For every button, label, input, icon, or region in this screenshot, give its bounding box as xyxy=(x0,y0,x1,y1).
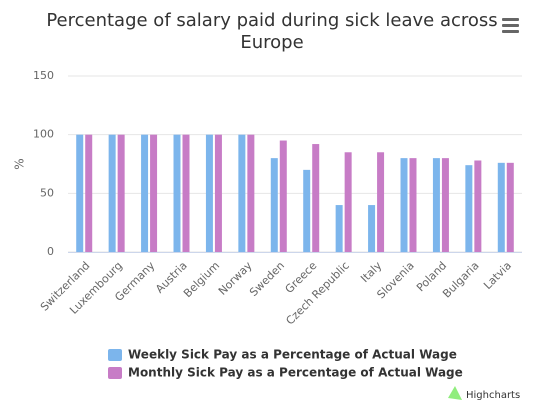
bar xyxy=(312,144,320,252)
bar xyxy=(368,205,376,252)
bar xyxy=(474,160,482,252)
bar xyxy=(279,140,287,252)
legend-symbol xyxy=(108,349,122,361)
bar xyxy=(303,169,311,252)
x-tick-label: Italy xyxy=(358,259,384,285)
bar xyxy=(141,134,149,252)
legend-item[interactable]: Monthly Sick Pay as a Percentage of Actu… xyxy=(108,366,463,380)
bar xyxy=(270,158,278,252)
bar xyxy=(85,134,93,252)
bar xyxy=(335,205,343,252)
legend-label: Monthly Sick Pay as a Percentage of Actu… xyxy=(128,366,463,380)
credits-logo xyxy=(448,386,462,400)
bar xyxy=(344,152,352,252)
credits[interactable]: Highcharts xyxy=(466,390,520,401)
bar xyxy=(182,134,190,252)
bar xyxy=(150,134,158,252)
x-tick-label: Latvia xyxy=(481,259,514,292)
bar xyxy=(205,134,213,252)
bar xyxy=(409,158,417,252)
bar xyxy=(214,134,222,252)
y-axis-title: % xyxy=(13,158,27,169)
y-tick-label: 100 xyxy=(33,128,54,141)
menu-button[interactable] xyxy=(502,18,519,33)
bar xyxy=(400,158,408,252)
bar xyxy=(108,134,116,252)
menu-bar xyxy=(502,18,519,21)
bar xyxy=(76,134,84,252)
bar xyxy=(432,158,440,252)
legend-label: Weekly Sick Pay as a Percentage of Actua… xyxy=(128,348,457,362)
bar xyxy=(441,158,449,252)
bar xyxy=(173,134,181,252)
menu-bar xyxy=(502,24,519,27)
legend-item[interactable]: Weekly Sick Pay as a Percentage of Actua… xyxy=(108,348,457,362)
menu-bar xyxy=(502,30,519,33)
bar xyxy=(465,165,473,252)
y-tick-label: 0 xyxy=(47,245,54,258)
x-tick-label: Bulgaria xyxy=(440,259,481,300)
bar xyxy=(117,134,125,252)
y-tick-label: 50 xyxy=(40,186,54,199)
bar xyxy=(497,162,505,252)
chart-title: Percentage of salary paid during sick le… xyxy=(46,10,498,53)
x-tick-label: Belgium xyxy=(181,259,222,300)
y-tick-label: 150 xyxy=(33,69,54,82)
bar xyxy=(238,134,246,252)
bar xyxy=(247,134,255,252)
bar xyxy=(506,162,514,252)
bar xyxy=(377,152,385,252)
x-tick-label: Sweden xyxy=(247,259,287,299)
legend-symbol xyxy=(108,367,122,379)
